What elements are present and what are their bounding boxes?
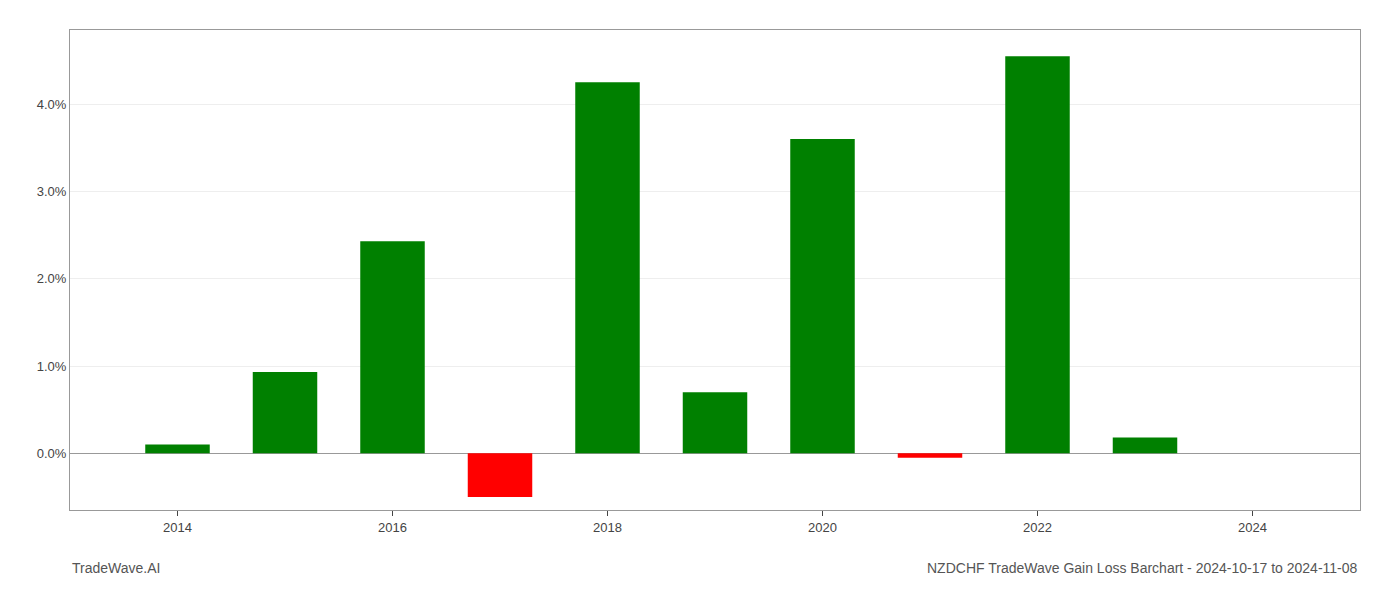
svg-text:2016: 2016 [378,520,407,535]
svg-text:TradeWave.AI: TradeWave.AI [72,560,160,576]
svg-text:3.0%: 3.0% [37,184,67,199]
svg-text:2020: 2020 [808,520,837,535]
svg-text:2024: 2024 [1238,520,1267,535]
svg-text:2.0%: 2.0% [37,271,67,286]
svg-text:NZDCHF TradeWave Gain Loss Bar: NZDCHF TradeWave Gain Loss Barchart - 20… [927,560,1358,576]
svg-text:4.0%: 4.0% [37,97,67,112]
svg-text:2018: 2018 [593,520,622,535]
svg-text:2022: 2022 [1023,520,1052,535]
svg-text:1.0%: 1.0% [37,359,67,374]
svg-text:0.0%: 0.0% [37,446,67,461]
svg-text:2014: 2014 [163,520,192,535]
